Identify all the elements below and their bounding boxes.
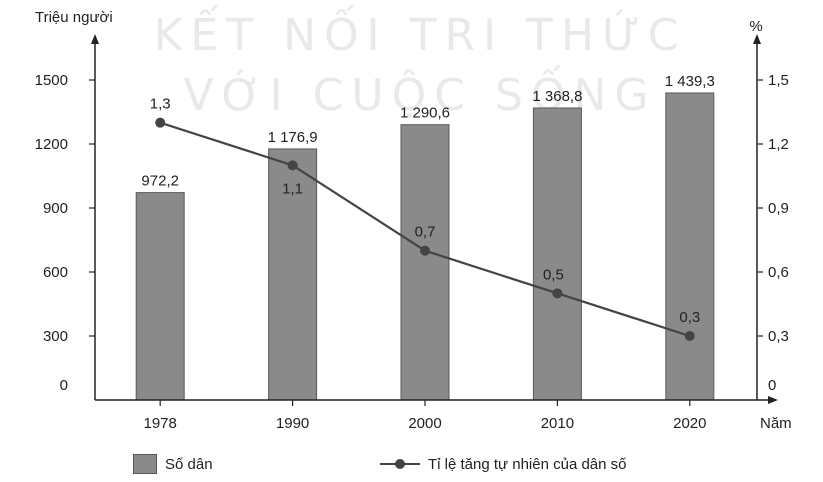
bar-value-label-2010: 1 368,8	[532, 88, 582, 105]
y-right-tick-1,5: 1,5	[768, 72, 789, 89]
bar-2010	[532, 107, 582, 401]
bar-1978	[135, 192, 185, 401]
x-axis-title: Năm	[760, 415, 792, 432]
rate-value-label-2000: 0,7	[415, 224, 436, 241]
rate-value-label-1990: 1,1	[282, 180, 303, 197]
bar-2020	[665, 92, 715, 401]
rate-point-2010	[552, 288, 563, 299]
y-right-tick-0,9: 0,9	[768, 200, 789, 217]
watermark-line-1: KẾT NỐI TRI THỨC	[154, 4, 687, 61]
data-labels: 972,2 1 176,9 1 290,6 1 368,8 1 439,3 1,3 1,1 0…	[141, 73, 714, 326]
bar-value-label-2020: 1 439,3	[665, 73, 715, 90]
bar-value-label-1978: 972,2	[141, 173, 179, 190]
y-right-axis-title: %	[749, 18, 762, 35]
legend-label-bars: Số dân	[165, 455, 213, 473]
y-left-tick-0: 0	[60, 377, 68, 394]
bar-value-label-2000: 1 290,6	[400, 105, 450, 122]
bar-1990	[268, 148, 318, 401]
bar-2000	[400, 124, 450, 401]
rate-point-2020	[684, 331, 695, 341]
rate-point-1990	[287, 160, 298, 171]
legend-swatch-bars	[133, 454, 157, 474]
y-right-tick-0: 0	[768, 377, 776, 394]
line-series	[155, 117, 695, 341]
x-axis-arrow	[768, 396, 778, 404]
legend-swatch-line	[380, 458, 420, 470]
x-tick-1990: 1990	[276, 415, 309, 432]
y-right-tick-0,6: 0,6	[768, 264, 789, 281]
y-left-tick-600: 600	[43, 264, 68, 281]
rate-value-label-2010: 0,5	[543, 266, 564, 283]
x-tick-1978: 1978	[144, 415, 177, 432]
y-left-axis-title: Triệu người	[35, 9, 113, 26]
rate-point-1978	[155, 117, 166, 128]
rate-point-2000	[420, 245, 430, 256]
y-right-tick-0,3: 0,3	[768, 328, 789, 345]
legend-label-line: Tỉ lệ tăng tự nhiên của dân số	[428, 455, 627, 473]
rate-value-label-2020: 0,3	[679, 309, 700, 326]
y-right-axis-arrow	[753, 34, 761, 44]
y-left-tick-900: 900	[43, 200, 68, 217]
x-tick-2010: 2010	[541, 415, 574, 432]
x-tick-2000: 2000	[408, 415, 441, 432]
x-tick-2020: 2020	[673, 415, 706, 432]
y-left-tick-1200: 1200	[35, 136, 68, 153]
axes: 0 300 600 900 1200 1500 0 0,3 0,6 0,9 1,2 1,5 1978 19…	[35, 34, 789, 432]
watermark: KẾT NỐI TRI THỨC VỚI CUỘC SỐNG	[154, 4, 687, 121]
y-left-axis-arrow	[91, 34, 99, 44]
legend-item-bars: Số dân	[133, 452, 213, 476]
bar-value-label-1990: 1 176,9	[268, 129, 318, 146]
rate-value-label-1978: 1,3	[150, 96, 171, 113]
y-right-tick-1,2: 1,2	[768, 136, 789, 153]
legend-item-line: Tỉ lệ tăng tự nhiên của dân số	[380, 452, 627, 476]
y-left-tick-300: 300	[43, 328, 68, 345]
bar-series	[135, 92, 715, 401]
y-left-tick-1500: 1500	[35, 72, 68, 89]
